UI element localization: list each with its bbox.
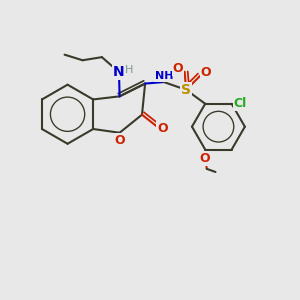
- Text: O: O: [157, 122, 168, 135]
- Text: NH: NH: [154, 71, 173, 81]
- Text: O: O: [114, 134, 125, 147]
- Text: H: H: [125, 64, 133, 75]
- Text: Cl: Cl: [234, 97, 247, 110]
- Text: O: O: [172, 62, 183, 75]
- Text: O: O: [200, 66, 211, 79]
- Text: O: O: [199, 152, 210, 165]
- Text: N: N: [113, 65, 125, 79]
- Text: S: S: [181, 83, 191, 97]
